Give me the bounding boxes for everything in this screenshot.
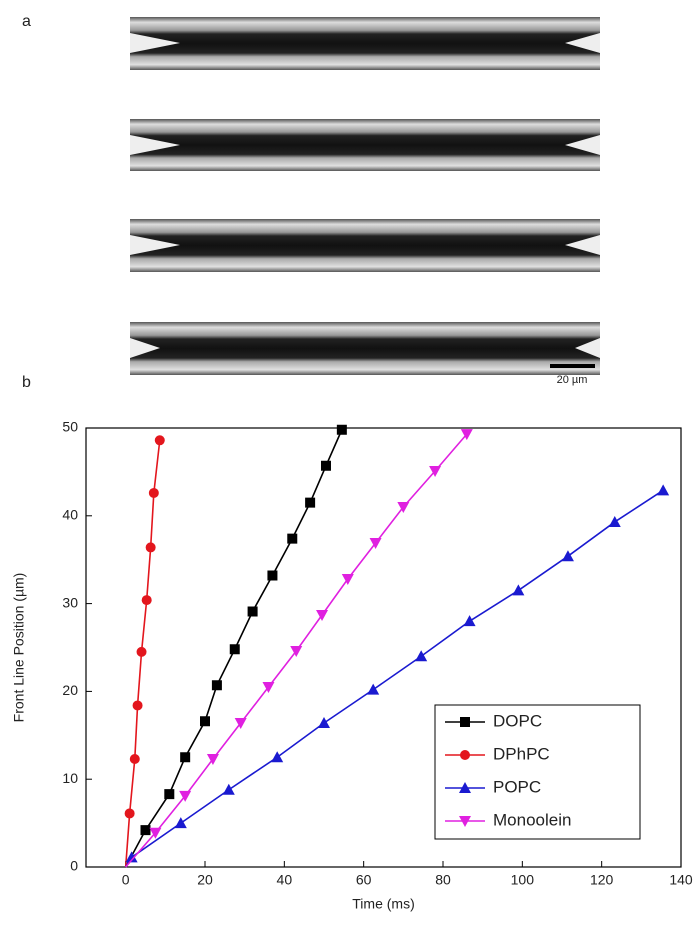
marker [271, 751, 284, 763]
x-tick-label: 80 [435, 872, 451, 888]
scale-bar-label: 20 µm [557, 374, 588, 386]
marker [140, 825, 151, 836]
y-tick-label: 40 [62, 507, 78, 523]
marker [320, 460, 331, 471]
marker [149, 827, 162, 839]
marker [460, 750, 470, 760]
marker [145, 542, 156, 553]
x-axis-label: Time (ms) [352, 896, 414, 912]
marker [124, 808, 135, 819]
marker [267, 570, 278, 581]
marker [211, 680, 222, 691]
x-tick-label: 100 [511, 872, 535, 888]
marker [141, 595, 152, 606]
marker [174, 817, 187, 829]
y-tick-label: 30 [62, 594, 78, 610]
marker [136, 646, 147, 657]
marker [512, 584, 525, 596]
plot-frame [85, 427, 682, 868]
micrograph [130, 322, 600, 375]
marker [367, 683, 380, 695]
marker [164, 789, 175, 800]
marker [459, 782, 471, 793]
scale-bar [550, 364, 595, 368]
panel-label: b [22, 374, 31, 391]
micrographs [130, 17, 600, 375]
marker [179, 790, 192, 802]
marker [287, 533, 298, 544]
marker [262, 682, 275, 694]
x-tick-label: 60 [356, 872, 372, 888]
marker [336, 424, 347, 435]
tip [130, 135, 180, 155]
marker [397, 502, 410, 514]
marker [206, 754, 219, 766]
y-axis-label: Front Line Position (µm) [11, 573, 27, 723]
legend-label: POPC [493, 777, 541, 796]
marker [316, 610, 329, 622]
marker [222, 783, 235, 795]
marker [460, 717, 470, 727]
x-tick-label: 0 [122, 872, 130, 888]
x-tick-label: 40 [277, 872, 293, 888]
marker [234, 718, 247, 730]
marker [125, 851, 138, 863]
marker [657, 484, 670, 496]
tip [130, 338, 160, 358]
y-tick-label: 50 [62, 419, 78, 435]
marker [415, 650, 428, 662]
y-tick-label: 10 [62, 770, 78, 786]
marker [154, 435, 165, 446]
panel-label: a [22, 13, 31, 30]
y-tick-label: 20 [62, 682, 78, 698]
marker [608, 515, 621, 527]
marker [561, 550, 574, 562]
marker [318, 717, 330, 729]
x-tick-label: 140 [669, 872, 693, 888]
marker [132, 700, 143, 711]
marker [229, 644, 240, 655]
marker [369, 538, 382, 550]
micrograph [130, 119, 600, 171]
tip [565, 33, 600, 53]
marker [148, 487, 159, 498]
micrograph [130, 17, 600, 70]
marker [459, 816, 471, 827]
marker [129, 754, 140, 765]
marker [463, 615, 476, 627]
marker [180, 752, 191, 763]
marker [200, 716, 210, 727]
tip [565, 235, 600, 255]
y-tick-label: 0 [70, 858, 78, 874]
tip [575, 338, 600, 358]
marker [290, 646, 303, 658]
tip [130, 235, 180, 255]
marker [429, 466, 442, 478]
legend-label: Monoolein [493, 810, 571, 829]
tip [565, 135, 600, 155]
marker [247, 606, 258, 617]
x-tick-label: 20 [197, 872, 213, 888]
x-tick-label: 120 [590, 872, 614, 888]
legend-label: DOPC [493, 711, 542, 730]
micrograph [130, 219, 600, 272]
legend-label: DPhPC [493, 744, 550, 763]
marker [460, 429, 473, 441]
marker [305, 497, 316, 508]
tip [130, 33, 180, 53]
marker [341, 574, 354, 586]
